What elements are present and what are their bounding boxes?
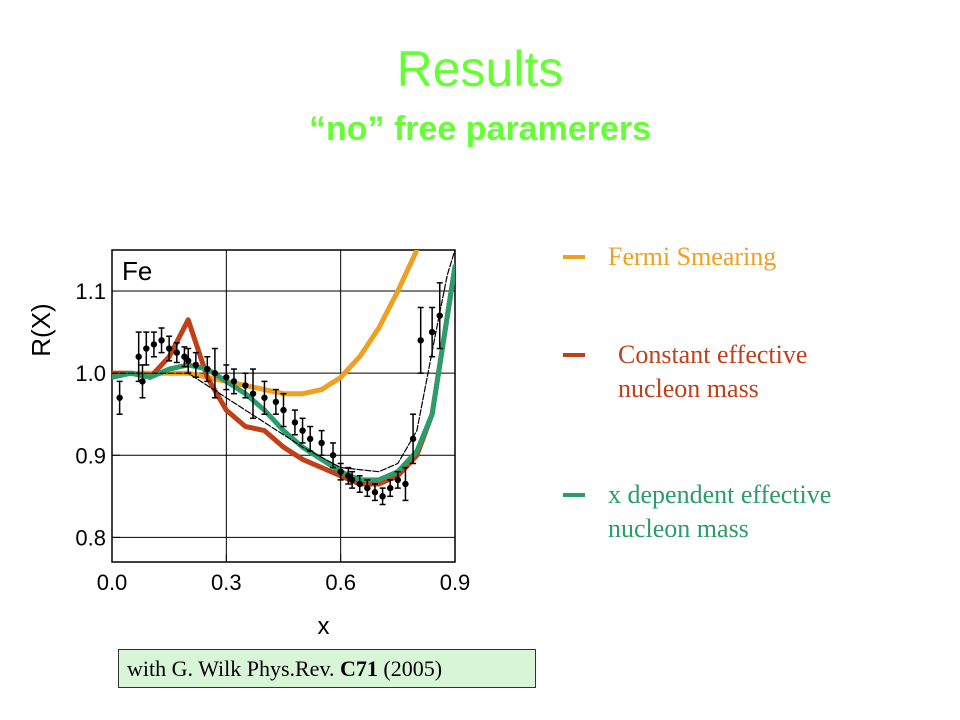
x-tick-label: 0.0 (97, 570, 128, 595)
legend-label-line: nucleon mass (618, 374, 759, 403)
data-point (306, 435, 314, 443)
data-point (204, 365, 211, 373)
plot-frame (111, 249, 456, 563)
legend-label-line: Fermi Smearing (608, 242, 777, 271)
data-point (387, 484, 394, 492)
x-axis-label: x (318, 613, 330, 640)
data-point (139, 378, 146, 385)
data-point (150, 341, 158, 348)
data-point (356, 480, 363, 488)
data-point (291, 419, 299, 426)
data-point (272, 398, 280, 406)
citation-volume: C71 (340, 656, 378, 681)
data-point (436, 312, 443, 319)
data-point (337, 468, 344, 475)
data-point (223, 374, 230, 381)
legend-label-line: nucleon mass (608, 514, 749, 543)
legend-label-line: Constant effective (618, 340, 808, 369)
y-tick-label: 1.0 (75, 361, 106, 386)
data-point (249, 390, 257, 397)
data-point (185, 357, 192, 365)
y-axis-label: R(X) (26, 303, 56, 356)
legend-swatch (563, 255, 585, 259)
slide-title: Results (396, 41, 564, 97)
data-point (165, 345, 173, 352)
data-point (242, 382, 249, 389)
data-point (261, 394, 268, 401)
legend-label: Constant effective nucleon mass (618, 338, 807, 406)
data-point (299, 427, 306, 434)
legend-label: Fermi Smearing (608, 240, 776, 274)
legend-swatch (563, 353, 585, 357)
data-point (348, 476, 356, 484)
data-point (192, 361, 200, 369)
data-point (364, 484, 371, 492)
legend-label-line: x dependent effective (608, 480, 832, 509)
data-point (371, 489, 379, 496)
data-point (428, 328, 436, 336)
data-point (181, 353, 188, 360)
citation-box: with G. Wilk Phys.Rev. C71 (2005) (118, 649, 536, 688)
data-point (402, 480, 409, 488)
data-point (143, 345, 150, 352)
y-tick-label: 0.8 (75, 525, 106, 550)
data-point (116, 394, 123, 401)
legend-label: x dependent effective nucleon mass (608, 478, 831, 546)
data-point (409, 435, 417, 443)
y-tick-label: 1.1 (75, 279, 106, 304)
data-point (135, 353, 142, 360)
data-point (211, 369, 219, 377)
data-point (394, 476, 402, 484)
x-tick-label: 0.3 (211, 570, 242, 595)
citation-suffix: (2005) (377, 656, 443, 681)
data-point (318, 439, 325, 447)
x-tick-label: 0.6 (325, 570, 356, 595)
x-tick-label: 0.9 (440, 570, 471, 595)
citation-prefix: with G. Wilk Phys.Rev. (127, 656, 341, 681)
data-point (158, 337, 165, 344)
data-point (329, 452, 337, 459)
panel-title: Fe (122, 256, 152, 286)
y-tick-label: 0.9 (75, 443, 106, 468)
legend-swatch (563, 493, 585, 497)
data-point (173, 349, 180, 356)
data-point (379, 493, 386, 500)
slide-subtitle: “no” free paramerers (308, 110, 652, 148)
data-point (280, 406, 287, 414)
data-point (345, 472, 352, 479)
data-point (417, 337, 424, 344)
data-point (230, 378, 238, 385)
